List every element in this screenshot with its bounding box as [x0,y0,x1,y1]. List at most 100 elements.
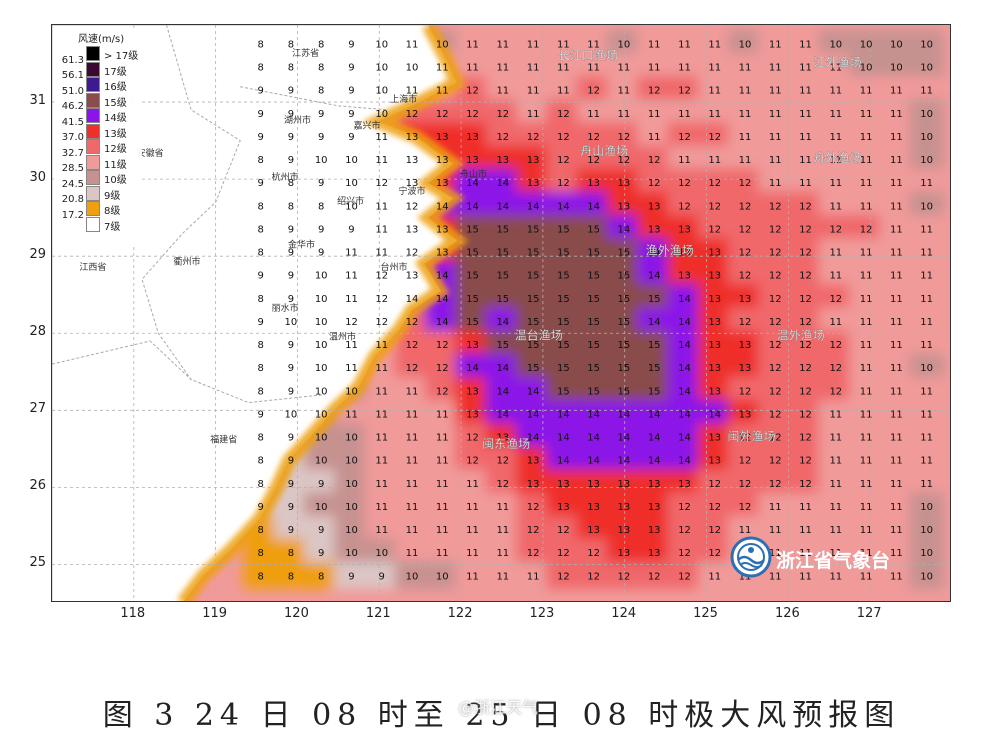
wind-cell [364,561,399,589]
wind-level-value: 12 [648,86,661,97]
wind-level-value: 11 [739,525,752,536]
wind-level-value: 12 [799,317,812,328]
wind-cell [606,492,642,520]
wind-level-value: 15 [466,271,479,282]
wind-level-value: 12 [739,456,752,467]
wind-level-value: 12 [557,132,570,143]
wind-level-value: 15 [557,386,570,397]
wind-cell [515,422,551,451]
wind-level-value: 11 [527,109,540,120]
wind-cell [818,307,853,335]
wind-cell [606,238,642,266]
wind-level-value: 11 [678,155,691,166]
wind-level-value: 11 [769,39,782,50]
wind-cell [515,469,551,497]
city-label: 安徽省 [137,147,164,159]
wind-cell [667,561,702,589]
wind-level-value: 13 [496,155,509,166]
wind-cell [818,538,853,566]
wind-level-value: 9 [288,456,294,467]
x-tick-label: 118 [120,606,146,621]
wind-cell [425,353,460,381]
wind-cell [667,515,702,543]
wind-cell [667,214,702,243]
wind-level-value: 11 [406,86,419,97]
wind-level-value: 11 [829,86,842,97]
wind-level-value: 10 [375,39,388,50]
wind-cell [667,469,702,497]
wind-cell [667,238,702,266]
wind-level-value: 13 [436,178,449,189]
wind-level-value: 15 [466,248,479,259]
wind-level-value: 9 [288,340,294,351]
wind-level-value: 13 [708,294,721,305]
wind-level-value: 11 [769,109,782,120]
wind-cell [879,284,914,312]
wind-cell [848,122,884,150]
wind-level-value: 11 [890,548,903,559]
wind-level-value: 9 [288,433,294,444]
wind-level-value: 11 [890,248,903,259]
wind-level-value: 14 [708,409,721,420]
wind-cell [606,353,642,381]
wind-level-value: 11 [708,86,721,97]
wind-cell [909,53,944,81]
wind-level-value: 10 [345,155,358,166]
wind-cell [515,492,551,520]
wind-level-value: 13 [527,479,540,490]
wind-cell [667,99,702,127]
wind-level-value: 14 [496,178,509,189]
legend-swatch [86,92,100,108]
wind-level-value: 12 [406,109,419,120]
legend-label: 15级 [104,97,127,109]
wind-cell [576,99,611,127]
wind-cell [848,214,884,243]
wind-cell [909,238,944,266]
wind-cell [758,145,793,173]
legend-value: 46.2 [61,101,84,112]
wind-cell [879,191,914,219]
wind-level-value: 11 [436,502,449,513]
wind-level-value: 9 [348,571,354,582]
wind-level-value: 15 [527,224,540,235]
wind-cell [818,492,853,520]
wind-cell [606,168,642,196]
y-tick-label: 27 [29,401,46,417]
wind-level-value: 11 [527,86,540,97]
wind-cell [576,261,611,289]
wind-cell [697,422,732,451]
wind-level-value: 11 [618,63,631,74]
wind-cell [879,168,914,196]
wind-level-value: 9 [348,224,354,235]
wind-cell [909,515,944,543]
wind-level-value: 11 [920,224,933,235]
wind-cell [848,422,884,451]
wind-level-value: 10 [315,271,328,282]
wind-cell [879,76,914,104]
wind-cell [485,29,520,58]
wind-cell [364,376,399,404]
wind-level-value: 15 [496,248,509,259]
wind-cell [697,76,732,104]
legend-swatch [86,201,100,216]
legend-value: 17.2 [61,209,84,221]
wind-level-value: 11 [860,178,873,189]
wind-cell [546,191,581,219]
legend-item: 46.2 14级 [54,101,142,124]
wind-level-value: 15 [557,224,570,235]
wind-level-value: 11 [890,201,903,212]
wind-level-value: 9 [257,271,263,282]
legend-swatch [86,216,100,232]
wind-cell [546,99,581,127]
wind-level-value: 14 [496,317,509,328]
wind-level-value: 11 [436,456,449,467]
wind-cell [818,99,853,127]
wind-level-value: 15 [557,363,570,374]
wind-level-value: 11 [406,525,419,536]
wind-cell [485,284,520,312]
wind-level-value: 9 [288,86,294,97]
wind-level-value: 11 [890,340,903,351]
wind-level-value: 15 [527,271,540,282]
wind-cell [515,29,551,58]
wind-cell [848,307,884,335]
